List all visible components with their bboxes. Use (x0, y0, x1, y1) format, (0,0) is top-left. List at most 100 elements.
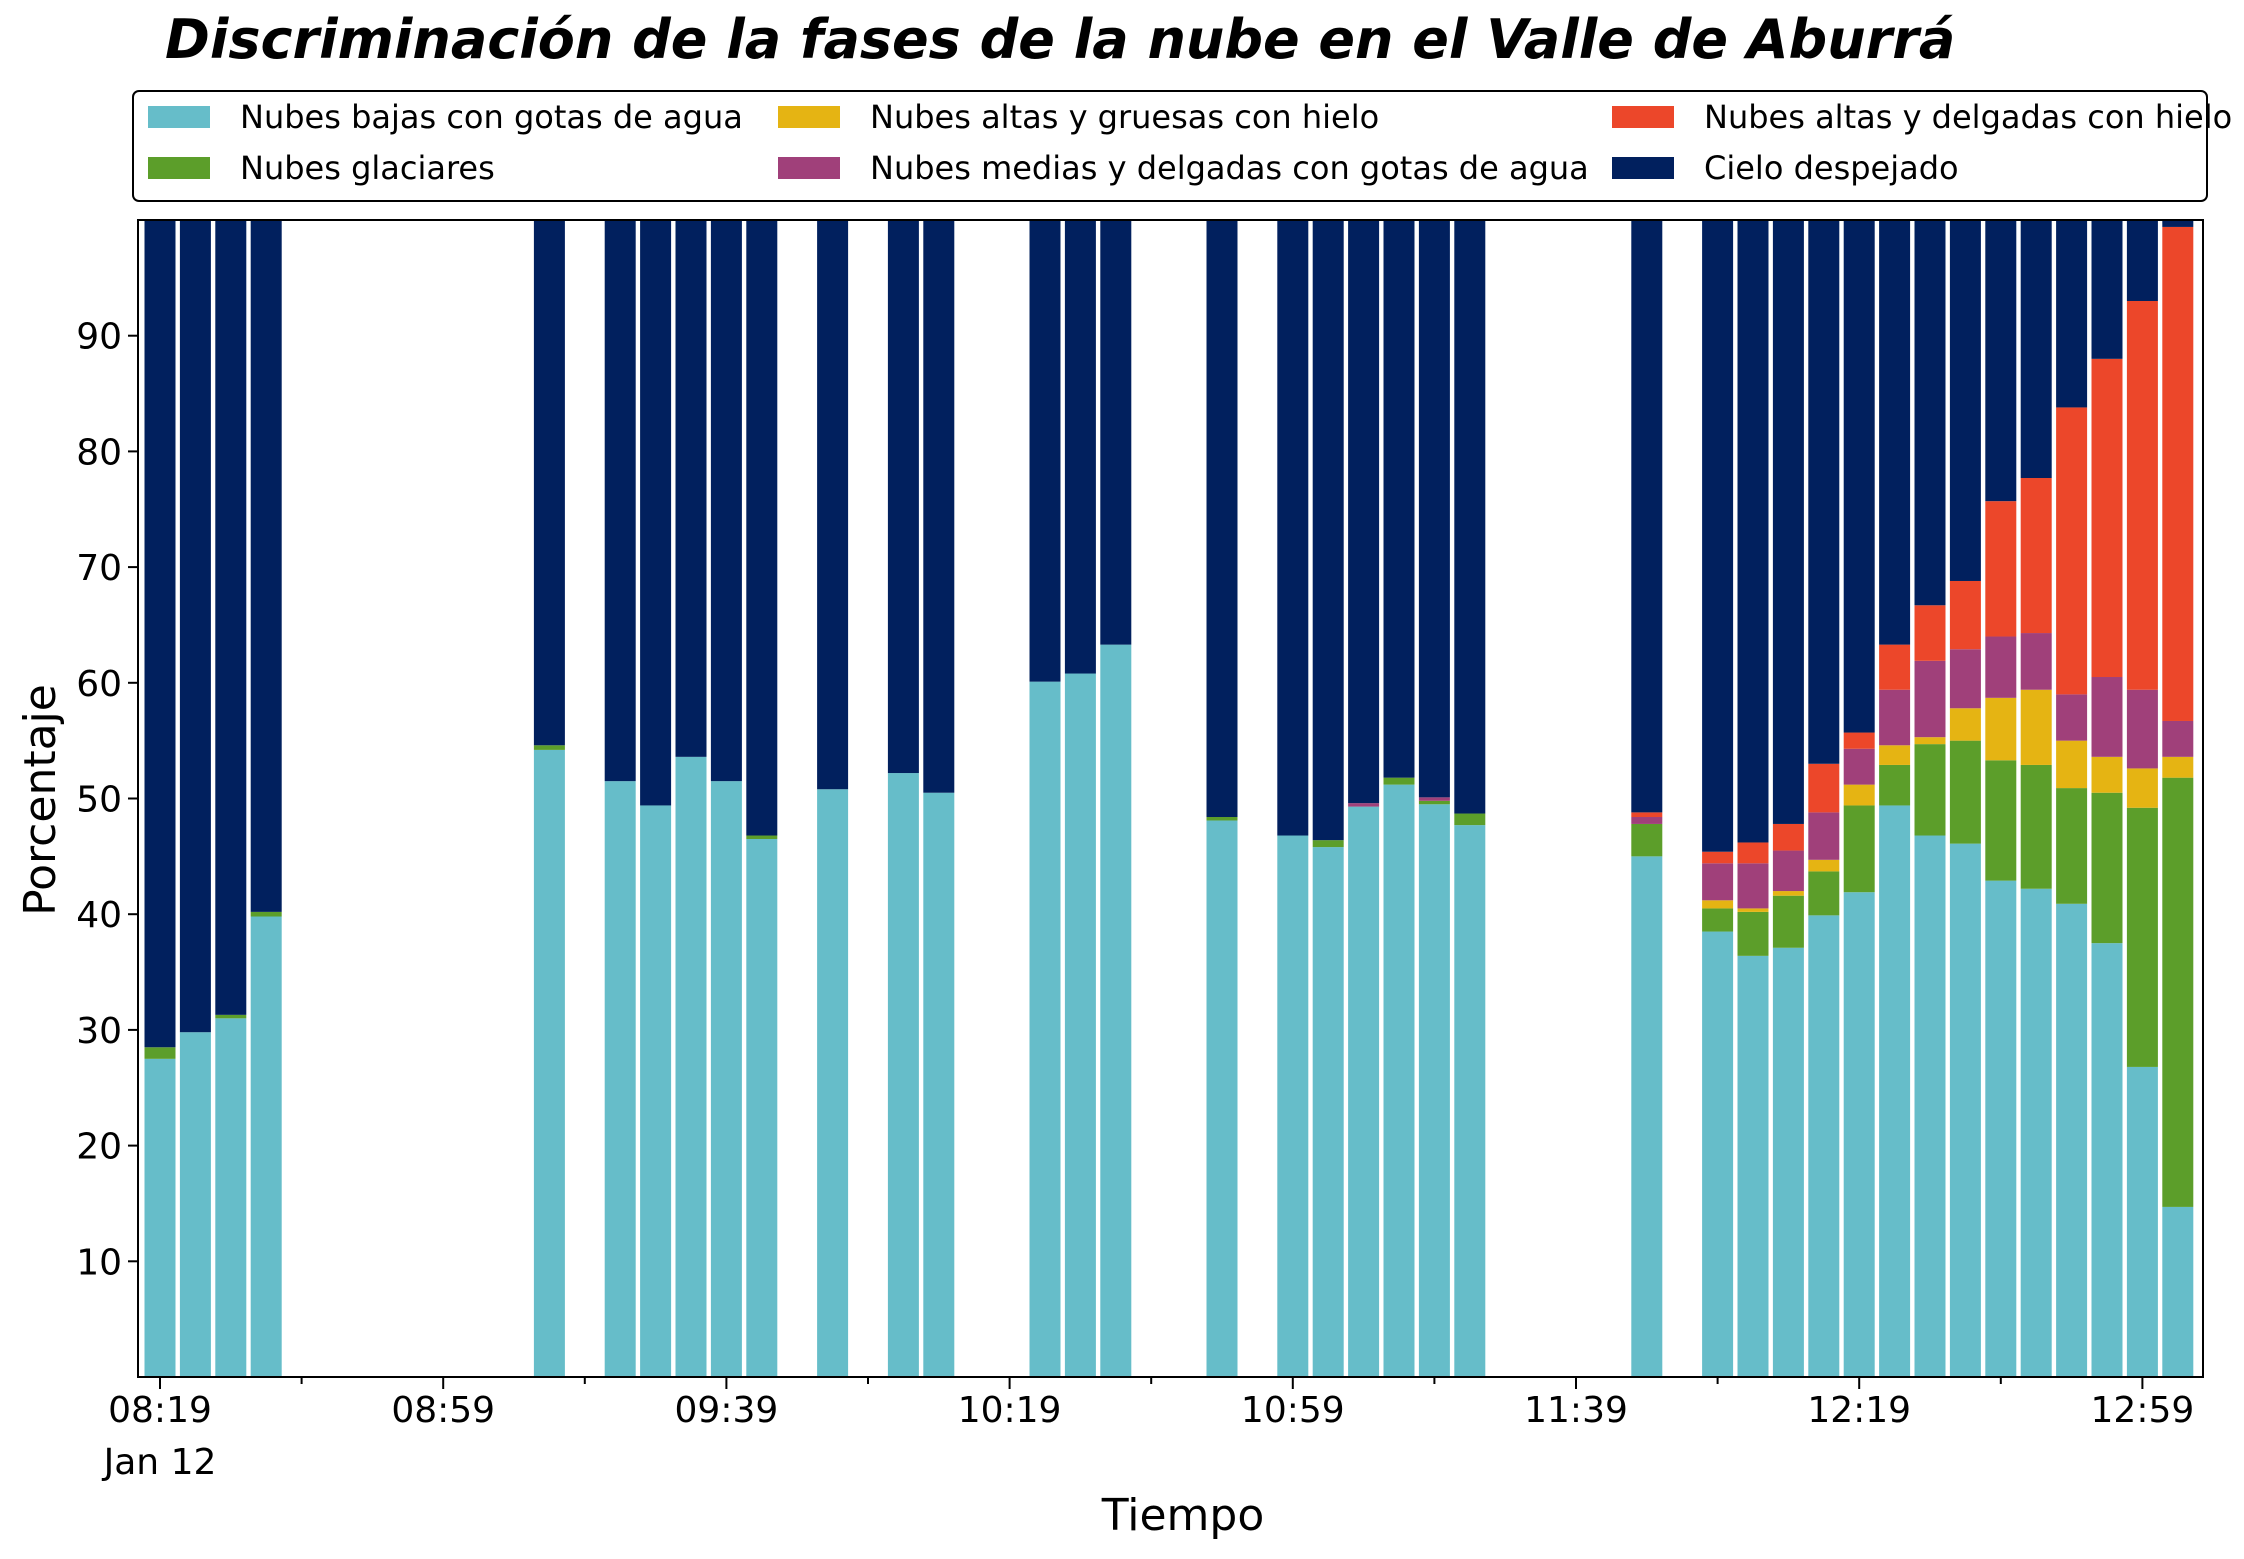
bar-cielo-despejado-6 (640, 220, 672, 806)
bar-cielo-despejado-19 (1348, 220, 1380, 804)
bar-nubes-altas-y-delgadas-con-hielo-31 (1949, 580, 1981, 650)
bar-nubes-altas-y-gruesas-con-hielo-24 (1702, 900, 1734, 909)
bar-nubes-bajas-con-gotas-de-agua-32 (1985, 880, 2017, 1377)
bar-nubes-bajas-con-gotas-de-agua-3 (250, 916, 282, 1377)
bar-nubes-glaciares-36 (2126, 807, 2158, 1067)
legend-label-cielo-despejado: Cielo despejado (1704, 149, 1959, 187)
bar-nubes-glaciares-33 (2020, 764, 2052, 889)
legend-swatch-nubes-medias-y-delgadas-con-gotas-de-agua (778, 157, 840, 179)
bar-nubes-medias-y-delgadas-con-gotas-de-agua-26 (1772, 850, 1804, 892)
bar-nubes-glaciares-29 (1879, 764, 1911, 806)
legend-frame (132, 90, 2208, 202)
bar-nubes-glaciares-35 (2091, 792, 2123, 944)
bar-nubes-bajas-con-gotas-de-agua-35 (2091, 943, 2123, 1378)
bar-nubes-altas-y-gruesas-con-hielo-31 (1949, 708, 1981, 741)
bar-cielo-despejado-1 (179, 220, 211, 1033)
bar-nubes-altas-y-gruesas-con-hielo-27 (1808, 859, 1840, 872)
x-tick-label: 08:59 (391, 1390, 495, 1431)
y-tick-label: 10 (76, 1242, 122, 1283)
bar-nubes-bajas-con-gotas-de-agua-30 (1914, 835, 1946, 1377)
bar-nubes-medias-y-delgadas-con-gotas-de-agua-30 (1914, 660, 1946, 738)
bar-cielo-despejado-26 (1772, 220, 1804, 824)
bar-nubes-glaciares-34 (2056, 788, 2088, 904)
bar-nubes-bajas-con-gotas-de-agua-4 (533, 749, 565, 1377)
legend-label-nubes-bajas-con-gotas-de-agua: Nubes bajas con gotas de agua (240, 98, 743, 136)
bar-nubes-bajas-con-gotas-de-agua-21 (1418, 804, 1450, 1377)
y-tick-label: 40 (76, 895, 122, 936)
bar-cielo-despejado-2 (215, 220, 247, 1015)
bar-nubes-altas-y-gruesas-con-hielo-28 (1843, 784, 1875, 806)
bar-cielo-despejado-21 (1418, 220, 1450, 798)
bar-cielo-despejado-5 (604, 220, 636, 782)
bar-cielo-despejado-10 (817, 220, 849, 790)
bar-nubes-altas-y-delgadas-con-hielo-37 (2162, 226, 2194, 721)
bar-cielo-despejado-33 (2020, 220, 2052, 479)
bar-nubes-glaciares-26 (1772, 895, 1804, 948)
bar-cielo-despejado-16 (1206, 220, 1238, 818)
bar-nubes-glaciares-20 (1383, 777, 1415, 785)
bar-nubes-bajas-con-gotas-de-agua-17 (1277, 835, 1309, 1377)
bar-nubes-altas-y-gruesas-con-hielo-25 (1737, 908, 1769, 912)
bar-nubes-bajas-con-gotas-de-agua-37 (2162, 1206, 2194, 1377)
bar-nubes-medias-y-delgadas-con-gotas-de-agua-21 (1418, 797, 1450, 801)
bar-nubes-bajas-con-gotas-de-agua-16 (1206, 820, 1238, 1377)
legend-swatch-nubes-glaciares (148, 157, 210, 179)
bar-nubes-bajas-con-gotas-de-agua-22 (1454, 825, 1486, 1377)
bar-cielo-despejado-7 (675, 220, 707, 757)
bar-nubes-bajas-con-gotas-de-agua-11 (887, 773, 919, 1377)
bar-cielo-despejado-3 (250, 220, 282, 912)
bar-nubes-glaciares-9 (746, 835, 778, 839)
bar-nubes-glaciares-22 (1454, 813, 1486, 826)
x-axis-label: Tiempo (1101, 1490, 1265, 1541)
bar-nubes-altas-y-delgadas-con-hielo-30 (1914, 605, 1946, 661)
bar-nubes-bajas-con-gotas-de-agua-6 (640, 805, 672, 1377)
bar-nubes-glaciares-21 (1418, 800, 1450, 805)
bar-nubes-medias-y-delgadas-con-gotas-de-agua-19 (1348, 803, 1380, 807)
bar-nubes-medias-y-delgadas-con-gotas-de-agua-25 (1737, 863, 1769, 909)
bar-nubes-medias-y-delgadas-con-gotas-de-agua-28 (1843, 748, 1875, 785)
bar-cielo-despejado-29 (1879, 220, 1911, 645)
bar-nubes-altas-y-delgadas-con-hielo-35 (2091, 358, 2123, 678)
bar-nubes-bajas-con-gotas-de-agua-1 (179, 1032, 211, 1377)
x-tick-label: 10:59 (1241, 1390, 1345, 1431)
bar-nubes-medias-y-delgadas-con-gotas-de-agua-37 (2162, 720, 2194, 757)
bar-cielo-despejado-15 (1100, 220, 1132, 645)
bar-nubes-bajas-con-gotas-de-agua-10 (817, 789, 849, 1377)
bar-nubes-altas-y-delgadas-con-hielo-28 (1843, 732, 1875, 749)
bar-nubes-glaciares-4 (533, 745, 565, 750)
bar-cielo-despejado-32 (1985, 220, 2017, 502)
bar-nubes-altas-y-gruesas-con-hielo-36 (2126, 768, 2158, 808)
bar-cielo-despejado-0 (144, 220, 176, 1048)
legend-label-nubes-glaciares: Nubes glaciares (240, 149, 495, 187)
bar-nubes-glaciares-37 (2162, 777, 2194, 1207)
bar-nubes-altas-y-gruesas-con-hielo-33 (2020, 689, 2052, 765)
bar-cielo-despejado-4 (533, 220, 565, 746)
bar-nubes-medias-y-delgadas-con-gotas-de-agua-24 (1702, 863, 1734, 901)
bar-nubes-altas-y-delgadas-con-hielo-36 (2126, 300, 2158, 690)
x-tick-sublabel: Jan 12 (102, 1442, 217, 1483)
bar-cielo-despejado-12 (923, 220, 955, 793)
bar-nubes-glaciares-31 (1949, 740, 1981, 844)
bar-cielo-despejado-22 (1454, 220, 1486, 814)
bar-cielo-despejado-11 (887, 220, 919, 774)
bar-nubes-glaciares-32 (1985, 760, 2017, 881)
bar-nubes-altas-y-delgadas-con-hielo-25 (1737, 842, 1769, 864)
bar-nubes-altas-y-delgadas-con-hielo-29 (1879, 644, 1911, 690)
bar-nubes-bajas-con-gotas-de-agua-2 (215, 1018, 247, 1377)
x-tick-label: 10:19 (958, 1390, 1062, 1431)
bar-nubes-medias-y-delgadas-con-gotas-de-agua-27 (1808, 812, 1840, 860)
bar-nubes-bajas-con-gotas-de-agua-15 (1100, 644, 1132, 1377)
bar-cielo-despejado-27 (1808, 220, 1840, 764)
bar-nubes-altas-y-delgadas-con-hielo-23 (1631, 812, 1663, 818)
y-tick-label: 80 (76, 432, 122, 473)
bar-nubes-bajas-con-gotas-de-agua-36 (2126, 1066, 2158, 1377)
bar-nubes-altas-y-delgadas-con-hielo-26 (1772, 823, 1804, 851)
bar-cielo-despejado-17 (1277, 220, 1309, 836)
bars-group (144, 220, 2194, 1378)
bar-cielo-despejado-14 (1064, 220, 1096, 674)
bar-nubes-bajas-con-gotas-de-agua-34 (2056, 903, 2088, 1377)
bar-nubes-bajas-con-gotas-de-agua-29 (1879, 805, 1911, 1377)
legend: Nubes bajas con gotas de agua Nubes glaci… (132, 90, 2232, 202)
bar-nubes-altas-y-delgadas-con-hielo-32 (1985, 501, 2017, 637)
